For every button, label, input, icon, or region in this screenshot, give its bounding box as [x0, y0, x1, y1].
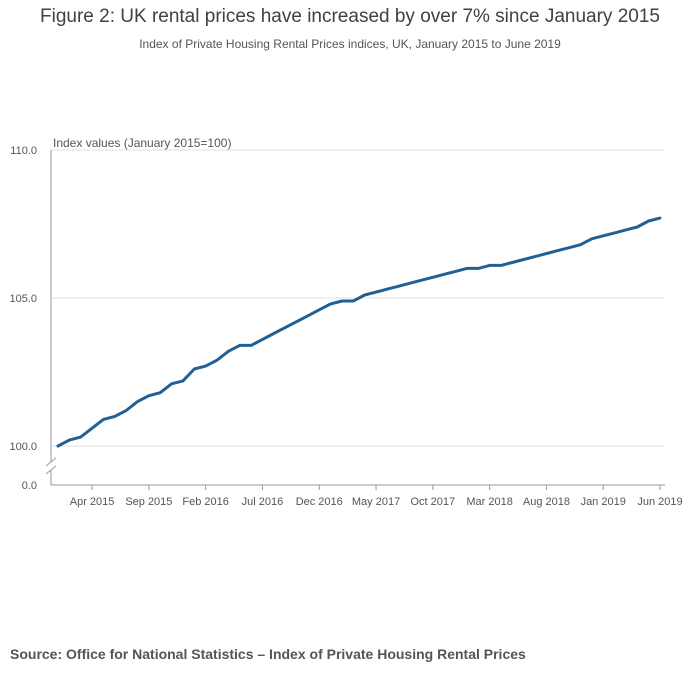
y-tick-label: 110.0 [10, 145, 37, 157]
x-tick-label: Jun 2019 [637, 496, 682, 508]
series-line [56, 216, 662, 448]
x-tick-label: Jan 2019 [581, 496, 626, 508]
x-tick-label: Apr 2015 [70, 496, 115, 508]
x-tick-label: Mar 2018 [466, 496, 512, 508]
y-axis-label: Index values (January 2015=100) [53, 136, 232, 150]
series-layer [56, 216, 662, 448]
x-tick-label: Oct 2017 [411, 496, 456, 508]
y-tick-labels: 110.0 105.0 100.0 0.0 [9, 145, 37, 492]
y-tick-label: 100.0 [9, 441, 37, 453]
source-note: Source: Office for National Statistics –… [10, 646, 526, 662]
chart-title: Figure 2: UK rental prices have increase… [40, 6, 660, 27]
x-tick-label: Aug 2018 [523, 496, 570, 508]
x-tick-labels: Apr 2015 Sep 2015 Feb 2016 Jul 2016 Dec 2016… [70, 496, 683, 508]
x-tick-label: Sep 2015 [125, 496, 172, 508]
x-tick-label: May 2017 [352, 496, 400, 508]
axes [45, 150, 665, 490]
y-tick-label: 105.0 [9, 293, 37, 305]
axis-break-mark [45, 465, 57, 475]
x-tick-label: Dec 2016 [296, 496, 343, 508]
chart-subtitle: Index of Private Housing Rental Prices i… [139, 37, 561, 51]
y-tick-label: 0.0 [22, 480, 37, 492]
axis-break-mark [45, 457, 57, 467]
x-tick-label: Feb 2016 [182, 496, 228, 508]
x-tick-label: Jul 2016 [242, 496, 284, 508]
